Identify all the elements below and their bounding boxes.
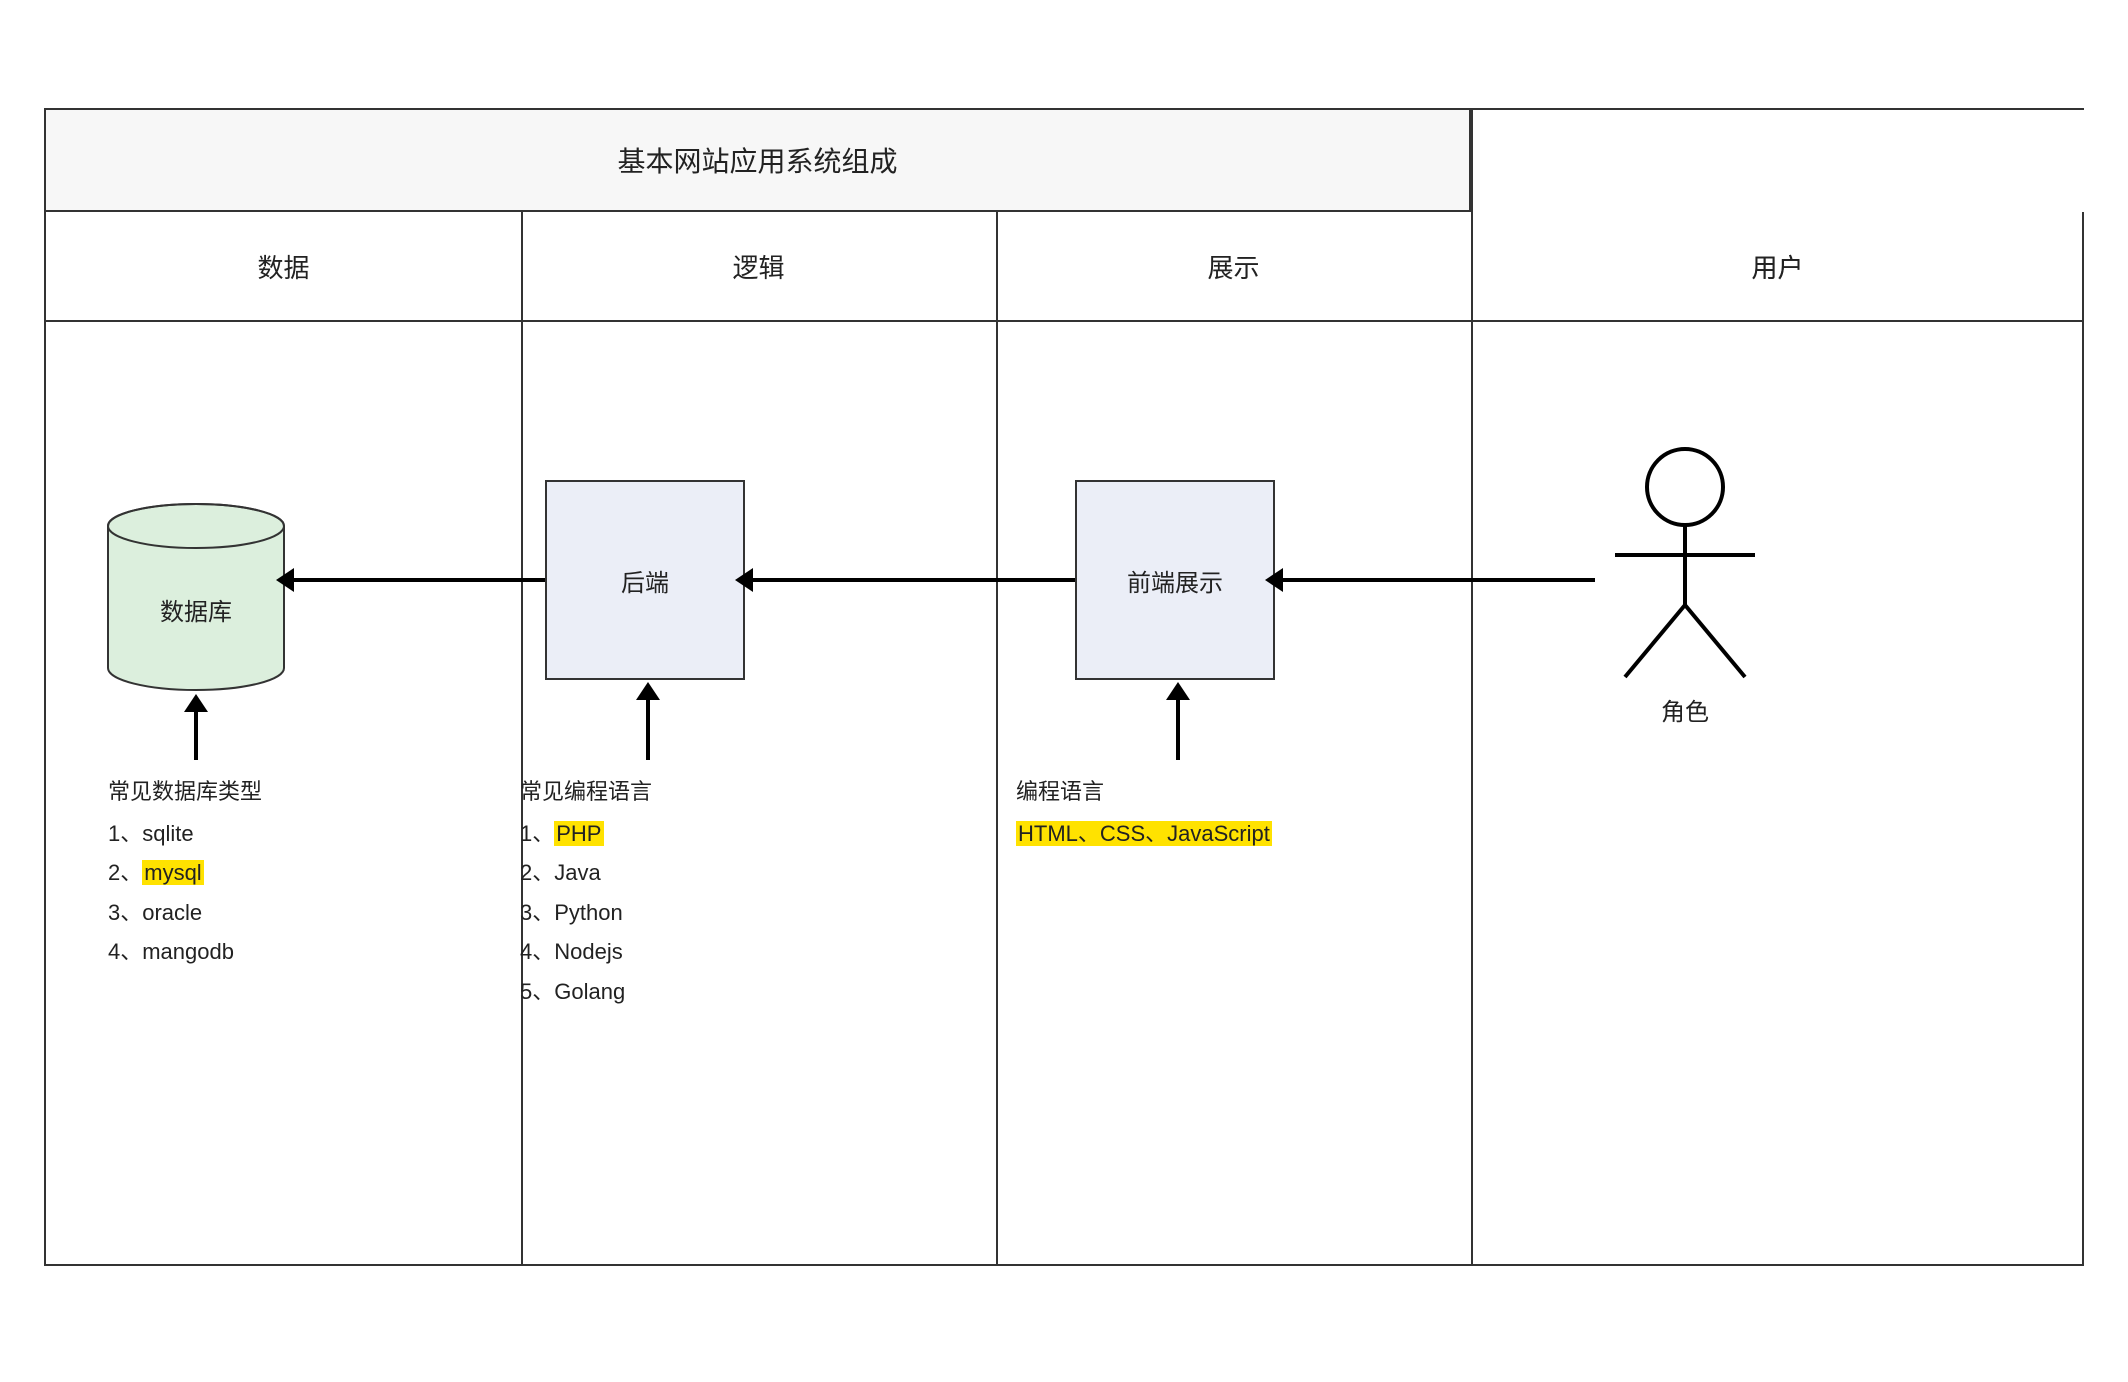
arrow-actor-frontend-head [1265, 568, 1283, 592]
note-arrow-backend-head [636, 682, 660, 700]
note-backend-item-1: 1、PHP [520, 814, 652, 854]
note-frontend: 编程语言 HTML、CSS、JavaScript [1016, 772, 1272, 853]
col-divider-3 [1471, 110, 1473, 1266]
note-backend: 常见编程语言 1、PHP 2、Java 3、Python 4、Nodejs 5、… [520, 772, 652, 1012]
note-arrow-frontend-head [1166, 682, 1190, 700]
backend-label: 后端 [621, 563, 669, 598]
note-database-item-2: 2、mysql [108, 853, 262, 893]
note-database-title: 常见数据库类型 [108, 772, 262, 812]
note-database-item-1: 1、sqlite [108, 814, 262, 854]
note-arrow-frontend [1176, 694, 1180, 760]
note-backend-item-2: 2、Java [520, 853, 652, 893]
note-frontend-title: 编程语言 [1016, 772, 1272, 812]
actor-label: 角色 [1575, 692, 1795, 727]
diagram-title-text: 基本网站应用系统组成 [617, 140, 897, 180]
note-database-item-4: 4、mangodb [108, 932, 262, 972]
col-header-data: 数据 [46, 212, 521, 322]
arrow-backend-database-head [276, 568, 294, 592]
frontend-node: 前端展示 [1075, 480, 1275, 680]
col-header-logic-label: 逻辑 [732, 248, 784, 285]
note-database: 常见数据库类型 1、sqlite 2、mysql 3、oracle 4、mang… [108, 772, 262, 972]
actor-node [1575, 445, 1795, 705]
col-header-logic: 逻辑 [521, 212, 996, 322]
database-label: 数据库 [106, 592, 286, 627]
col-header-user-real: 用户 [1471, 212, 2084, 322]
note-backend-item-3: 3、Python [520, 893, 652, 933]
note-database-item-3: 3、oracle [108, 893, 262, 933]
note-arrow-database [194, 706, 198, 760]
col-header-view: 展示 [996, 212, 1471, 322]
arrow-frontend-backend [745, 578, 1075, 582]
actor-icon [1575, 445, 1795, 685]
title-bar-right-blank [1471, 110, 2084, 212]
note-backend-item-5: 5、Golang [520, 972, 652, 1012]
note-arrow-database-head [184, 694, 208, 712]
note-backend-title: 常见编程语言 [520, 772, 652, 812]
arrow-backend-database [286, 578, 545, 582]
col-header-data-label: 数据 [257, 248, 309, 285]
arrow-frontend-backend-head [735, 568, 753, 592]
frontend-label: 前端展示 [1127, 563, 1223, 598]
diagram-title: 基本网站应用系统组成 [46, 110, 1471, 212]
arrow-actor-frontend [1275, 578, 1595, 582]
col-divider-1 [521, 212, 523, 1266]
col-header-view-label: 展示 [1207, 248, 1259, 285]
col-divider-2 [996, 212, 998, 1266]
note-backend-item-4: 4、Nodejs [520, 932, 652, 972]
note-frontend-inline: HTML、CSS、JavaScript [1016, 814, 1272, 854]
col-header-user-label2: 用户 [1751, 248, 1803, 285]
note-arrow-backend [646, 694, 650, 760]
database-node: 数据库 [106, 502, 286, 692]
backend-node: 后端 [545, 480, 745, 680]
